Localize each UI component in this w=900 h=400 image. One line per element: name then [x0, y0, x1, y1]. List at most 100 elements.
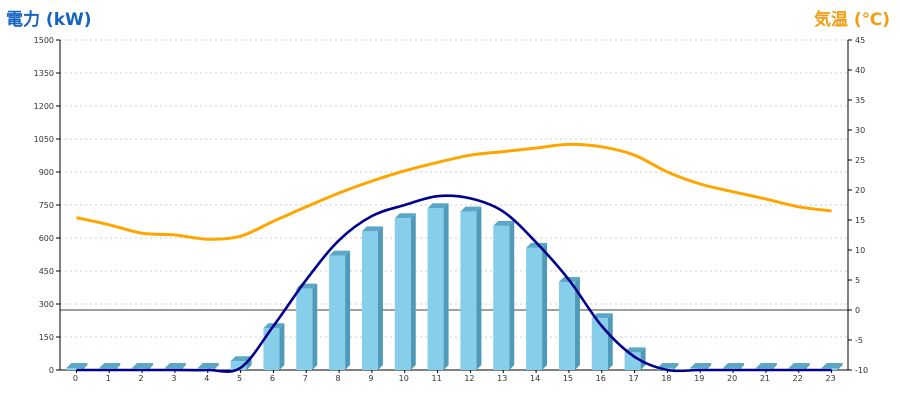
bar-side: [476, 206, 482, 370]
right-tick-label: 15: [855, 216, 865, 225]
bar: [427, 208, 444, 370]
x-tick-label: 19: [694, 374, 704, 383]
x-tick-label: 16: [596, 374, 606, 383]
bar-top: [755, 363, 777, 368]
x-tick-label: 15: [563, 374, 573, 383]
bar: [230, 361, 247, 370]
left-tick-label: 600: [39, 234, 54, 243]
left-tick-label: 1200: [34, 102, 54, 111]
bar: [329, 255, 346, 370]
bar-side: [804, 363, 810, 370]
bar: [394, 218, 411, 370]
bar-top: [66, 363, 88, 368]
x-tick-label: 12: [464, 374, 474, 383]
bar-top: [394, 213, 416, 219]
left-tick-label: 300: [39, 300, 54, 309]
bar-side: [574, 277, 580, 370]
bar-top: [99, 363, 121, 368]
bar: [263, 328, 280, 370]
bar-side: [410, 213, 416, 370]
right-tick-label: 30: [855, 126, 865, 135]
bar-top: [427, 203, 449, 209]
x-tick-label: 8: [336, 374, 341, 383]
temperature-line: [76, 142, 832, 241]
right-tick-label: 20: [855, 186, 865, 195]
left-tick-label: 450: [39, 267, 54, 276]
x-tick-label: 6: [270, 374, 275, 383]
bar-top: [591, 313, 613, 319]
x-tick-label: 11: [431, 374, 441, 383]
x-tick-label: 10: [399, 374, 409, 383]
bar: [558, 282, 575, 370]
bar-top: [460, 206, 482, 212]
x-tick-label: 18: [661, 374, 671, 383]
bar-top: [821, 363, 843, 368]
x-tick-label: 1: [106, 374, 111, 383]
bar-side: [607, 313, 613, 370]
bar-side: [213, 363, 219, 370]
right-tick-label: -10: [855, 366, 868, 375]
bar-side: [739, 363, 745, 370]
bar-top: [788, 363, 810, 368]
bar-top: [164, 363, 186, 368]
bar-side: [542, 242, 548, 370]
bar-side: [279, 323, 285, 370]
right-tick-label: 45: [855, 36, 865, 45]
x-tick-label: 7: [303, 374, 308, 383]
left-tick-label: 150: [39, 333, 54, 342]
bar-side: [180, 363, 186, 370]
x-tick-label: 3: [171, 374, 176, 383]
bar-side: [377, 226, 383, 370]
right-tick-label: 0: [855, 306, 860, 315]
left-tick-label: 1050: [34, 135, 54, 144]
left-tick-label: 1500: [34, 36, 54, 45]
left-tick-label: 750: [39, 201, 54, 210]
bar: [591, 318, 608, 370]
left-axis-title: 電力 (kW): [6, 10, 92, 30]
x-tick-label: 13: [497, 374, 507, 383]
bar: [361, 231, 378, 370]
x-tick-label: 4: [204, 374, 209, 383]
bar-side: [640, 347, 646, 370]
bar: [66, 368, 83, 370]
right-tick-label: -5: [855, 336, 863, 345]
bar-top: [132, 363, 154, 368]
x-tick-label: 0: [73, 374, 78, 383]
x-tick-label: 22: [793, 374, 803, 383]
bar-side: [771, 363, 777, 370]
x-tick-label: 2: [139, 374, 144, 383]
power-line: [76, 194, 832, 373]
bar-top: [230, 356, 252, 362]
left-tick-label: 900: [39, 168, 54, 177]
right-tick-label: 5: [855, 276, 860, 285]
bar-side: [148, 363, 154, 370]
bar-side: [673, 363, 679, 370]
bar-top: [361, 226, 383, 232]
right-tick-label: 25: [855, 156, 865, 165]
bar-side: [837, 363, 843, 370]
x-tick-label: 17: [628, 374, 638, 383]
right-tick-label: 35: [855, 96, 865, 105]
x-tick-label: 21: [760, 374, 770, 383]
bar-side: [443, 203, 449, 370]
x-tick-label: 9: [368, 374, 373, 383]
bar-side: [345, 250, 351, 370]
bar: [296, 288, 313, 370]
bar-side: [115, 363, 121, 370]
right-tick-label: 10: [855, 246, 865, 255]
right-tick-label: 40: [855, 66, 865, 75]
left-tick-label: 1350: [34, 69, 54, 78]
bar-side: [509, 220, 515, 370]
x-tick-label: 5: [237, 374, 242, 383]
bar-top: [329, 250, 351, 256]
bar-top: [690, 363, 712, 368]
bar-top: [493, 220, 515, 226]
bar: [526, 247, 543, 370]
bar-side: [312, 283, 318, 370]
bar-side: [706, 363, 712, 370]
x-tick-label: 14: [530, 374, 540, 383]
right-axis-title: 気温 (℃): [813, 10, 890, 30]
bar-top: [657, 363, 679, 368]
